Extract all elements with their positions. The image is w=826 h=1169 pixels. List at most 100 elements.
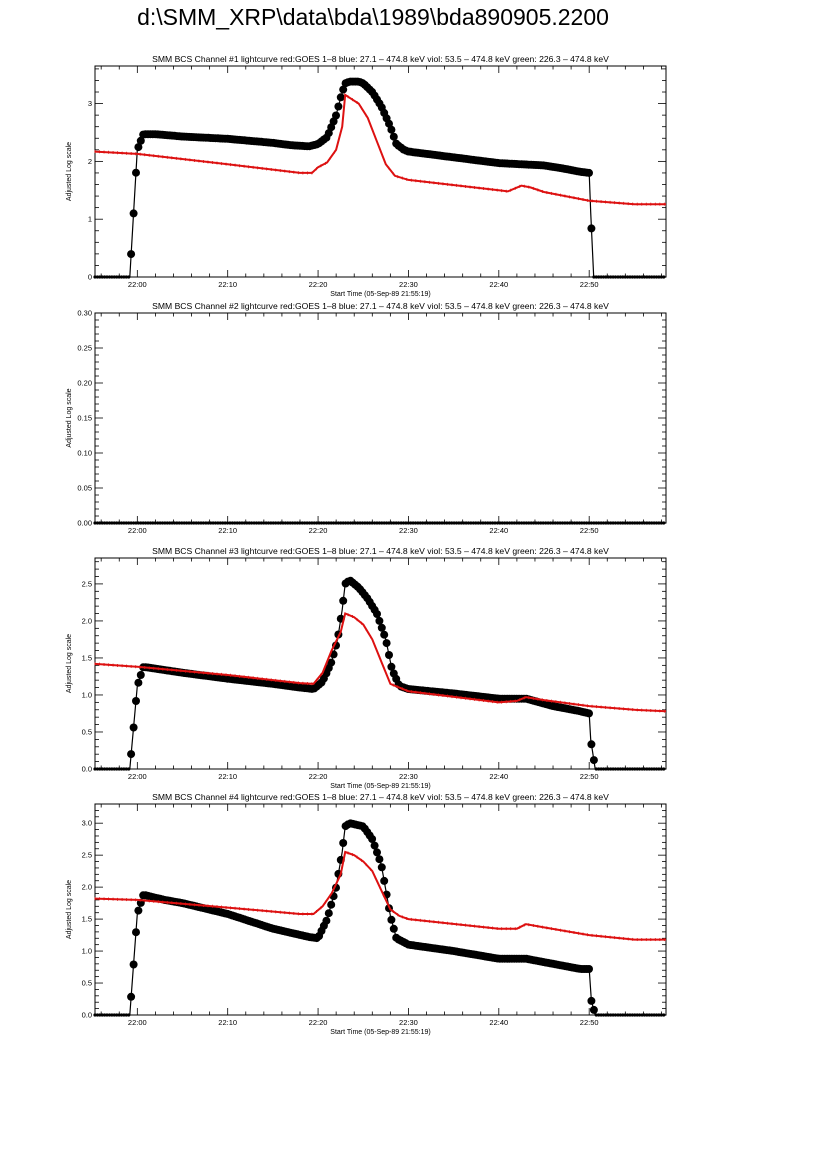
data-point [601, 521, 606, 525]
data-point [495, 521, 500, 525]
data-point [621, 521, 625, 525]
data-point [633, 521, 637, 525]
data-point [375, 855, 384, 864]
y-tick-label: 0.00 [77, 519, 92, 528]
data-point [589, 756, 598, 765]
data-point [623, 275, 627, 279]
data-point [450, 521, 454, 525]
data-point [597, 767, 601, 771]
data-point [597, 521, 601, 525]
data-point [616, 521, 620, 525]
data-point [300, 521, 304, 525]
data-point [445, 521, 449, 525]
data-point [348, 521, 353, 525]
data-point [344, 521, 348, 525]
data-point [189, 521, 193, 525]
data-point [606, 1013, 610, 1017]
data-point [100, 275, 104, 279]
data-point [606, 767, 610, 771]
goes-series-line [94, 93, 666, 206]
y-tick-label: 2.5 [82, 579, 92, 588]
data-point [336, 93, 345, 102]
data-point [621, 275, 625, 279]
data-point [110, 521, 114, 525]
y-tick-label: 1 [88, 215, 92, 224]
data-point [324, 909, 333, 918]
data-point [375, 521, 379, 525]
data-point [339, 839, 348, 847]
data-point [124, 275, 128, 279]
data-point [115, 275, 119, 279]
data-point [416, 521, 420, 525]
panel-title: SMM BCS Channel #1 lightcurve red:GOES 1… [152, 54, 609, 64]
data-point [585, 965, 593, 973]
data-point [98, 521, 102, 525]
data-point [377, 863, 386, 872]
data-point [209, 521, 213, 525]
data-point [134, 143, 143, 152]
data-point [98, 1013, 102, 1017]
data-point [385, 521, 389, 525]
data-point [613, 521, 618, 525]
data-point [606, 275, 610, 279]
data-point [163, 521, 167, 525]
y-tick-label: 3 [88, 99, 92, 108]
y-tick-label: 1.5 [82, 915, 92, 924]
data-point [230, 521, 234, 525]
data-point [377, 623, 386, 632]
data-point [435, 521, 439, 525]
data-point [491, 521, 495, 525]
data-point [481, 521, 485, 525]
data-point [110, 767, 114, 771]
data-point [613, 275, 618, 279]
page-title: d:\SMM_XRP\data\bda\1989\bda890905.2200 [137, 4, 609, 30]
data-point [382, 639, 391, 648]
data-point [601, 275, 606, 279]
data-point [466, 521, 471, 525]
data-point [532, 521, 536, 525]
data-point [541, 521, 545, 525]
data-point [100, 767, 104, 771]
data-point [621, 767, 625, 771]
data-point [247, 521, 251, 525]
data-point [148, 521, 152, 525]
data-point [573, 521, 577, 525]
data-point [606, 521, 610, 525]
data-point [613, 1013, 618, 1017]
data-point [507, 521, 512, 525]
data-point [380, 630, 389, 639]
data-point [633, 1013, 637, 1017]
data-point [172, 521, 177, 525]
data-point [387, 662, 396, 671]
data-point [185, 521, 189, 525]
x-tick-label: 22:50 [580, 526, 599, 535]
data-point [223, 521, 227, 525]
data-point [626, 767, 630, 771]
data-point [132, 168, 140, 177]
y-tick-label: 0.10 [77, 449, 92, 458]
data-point [659, 275, 663, 279]
data-point [132, 521, 136, 525]
data-point [594, 1013, 598, 1017]
x-tick-label: 22:20 [309, 772, 328, 781]
data-point [177, 521, 181, 525]
data-point [430, 521, 434, 525]
data-point [635, 275, 639, 279]
data-point [503, 521, 507, 525]
data-point [650, 1013, 654, 1017]
data-point [93, 521, 97, 525]
data-point [652, 275, 656, 279]
data-point [657, 767, 661, 771]
x-tick-label: 22:20 [309, 1018, 328, 1027]
data-point [628, 1013, 632, 1017]
y-tick-label: 2 [88, 157, 92, 166]
data-point [568, 521, 572, 525]
data-point [609, 521, 613, 525]
data-point [358, 521, 362, 525]
data-point [618, 521, 623, 525]
data-point [192, 521, 196, 525]
x-axis-label: Start Time (05-Sep-89 21:55:19) [330, 783, 430, 790]
data-point [127, 1013, 131, 1017]
data-point [647, 275, 651, 279]
data-point [122, 1013, 126, 1017]
